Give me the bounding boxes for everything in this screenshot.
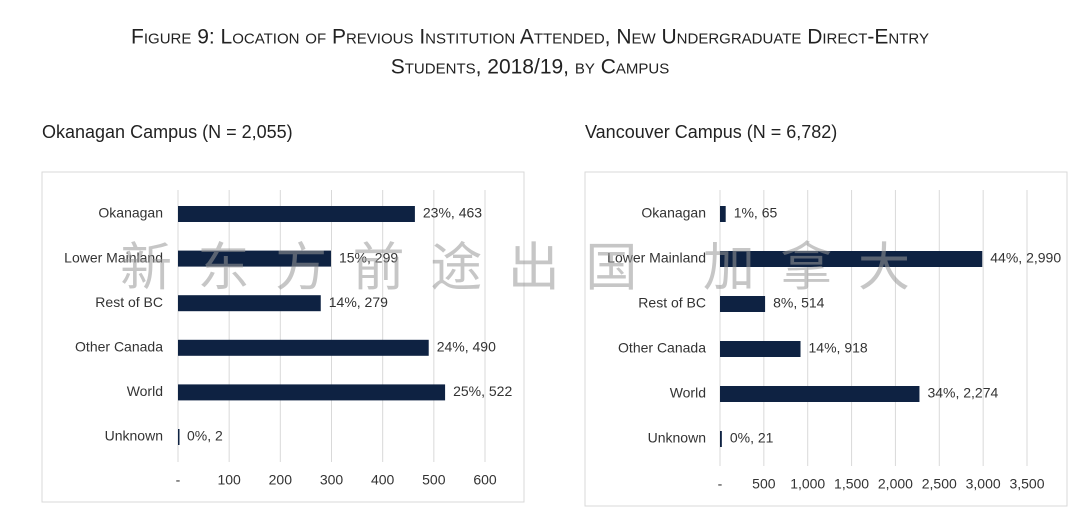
bar [720, 206, 726, 222]
x-tick-label: 100 [217, 472, 241, 488]
bar [720, 251, 983, 267]
bar [178, 384, 446, 401]
category-label: World [127, 383, 163, 399]
data-label: 14%, 918 [809, 340, 868, 356]
category-label: Lower Mainland [64, 249, 163, 265]
figure-title: Students, 2018/19, by Campus [391, 56, 669, 79]
bar [720, 296, 766, 312]
data-label: 25%, 522 [453, 383, 512, 399]
x-tick-label: 500 [752, 476, 776, 492]
watermark: 新东方前途出国 加拿大 [120, 240, 910, 298]
data-label: 0%, 21 [730, 430, 774, 446]
category-label: Other Canada [618, 340, 706, 356]
x-tick-label: 3,000 [966, 476, 1001, 492]
bar [178, 250, 331, 267]
x-tick-label: 1,500 [834, 476, 869, 492]
category-label: Unknown [648, 430, 706, 446]
x-tick-label: 2,000 [878, 476, 913, 492]
data-label: 23%, 463 [423, 205, 482, 221]
x-tick-label: - [718, 476, 723, 492]
chart-title: Vancouver Campus (N = 6,782) [585, 122, 837, 142]
x-tick-label: 500 [422, 472, 446, 488]
x-tick-label: 2,500 [922, 476, 957, 492]
bar [178, 429, 180, 445]
category-label: Rest of BC [95, 294, 163, 310]
x-tick-label: 600 [473, 472, 497, 488]
bar [178, 206, 415, 222]
plot-frame [41, 171, 525, 503]
bar [720, 431, 722, 447]
plot-frame [584, 171, 1068, 507]
x-tick-label: - [176, 472, 181, 488]
data-label: 44%, 2,990 [990, 250, 1061, 266]
data-label: 14%, 279 [329, 294, 388, 310]
data-label: 1%, 65 [734, 205, 778, 221]
category-label: Okanagan [98, 205, 163, 221]
category-label: Rest of BC [638, 295, 706, 311]
category-label: Okanagan [641, 205, 706, 221]
data-label: 15%, 299 [339, 249, 398, 265]
category-label: Lower Mainland [607, 250, 706, 266]
data-label: 24%, 490 [437, 339, 496, 355]
data-label: 8%, 514 [773, 295, 825, 311]
x-tick-label: 3,500 [1009, 476, 1044, 492]
data-label: 0%, 2 [187, 428, 223, 444]
x-tick-label: 300 [320, 472, 344, 488]
chart-title: Okanagan Campus (N = 2,055) [42, 122, 293, 142]
bar [720, 386, 920, 402]
category-label: World [670, 385, 706, 401]
x-tick-label: 400 [371, 472, 395, 488]
category-label: Unknown [105, 428, 163, 444]
data-label: 34%, 2,274 [927, 385, 998, 401]
bar [178, 295, 321, 312]
figure-title: Figure 9: Location of Previous Instituti… [131, 26, 929, 49]
x-tick-label: 200 [269, 472, 293, 488]
bar [720, 341, 801, 357]
x-tick-label: 1,000 [790, 476, 825, 492]
bar [178, 339, 429, 356]
category-label: Other Canada [75, 339, 163, 355]
